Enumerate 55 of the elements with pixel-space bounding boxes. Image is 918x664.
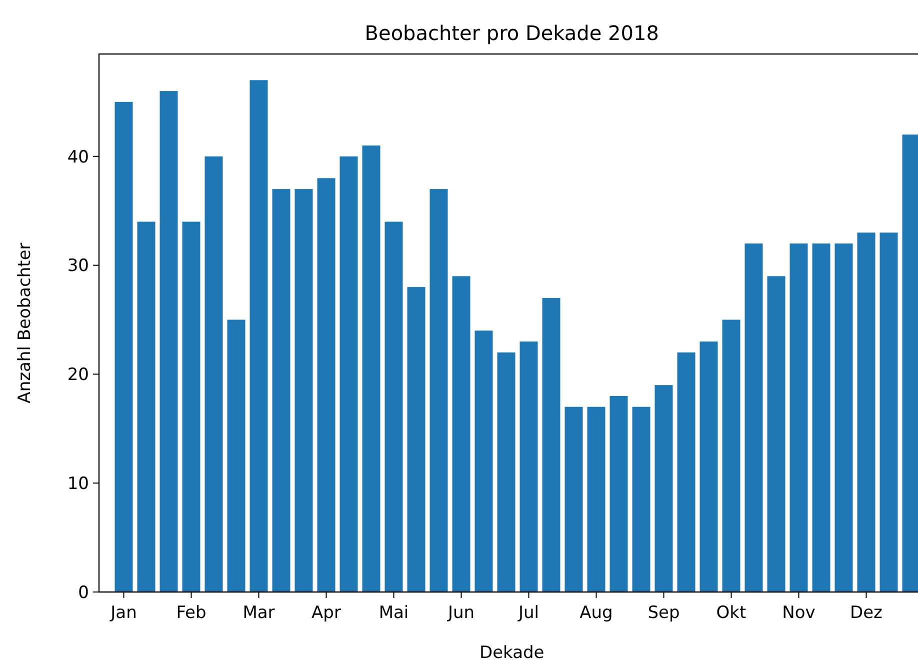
bar [294, 189, 313, 592]
bar [587, 406, 606, 592]
y-tick-label: 40 [67, 147, 89, 168]
chart-title: Beobachter pro Dekade 2018 [364, 21, 659, 45]
y-axis-title: Anzahl Beobachter [15, 242, 35, 404]
y-tick-label: 0 [78, 582, 89, 603]
y-tick-label: 20 [67, 365, 89, 386]
y-tick-label: 10 [67, 474, 89, 494]
bar [340, 156, 358, 592]
bar [812, 244, 830, 592]
x-tick-label: Nov [782, 603, 816, 623]
x-tick-label: Feb [176, 603, 206, 623]
bar [182, 222, 200, 592]
x-tick-label: Aug [580, 603, 613, 623]
bar [384, 222, 403, 592]
y-tick-label: 30 [67, 256, 89, 276]
bar [497, 352, 516, 592]
bar [880, 232, 898, 592]
bar [137, 222, 156, 592]
x-tick-label: Jul [517, 603, 540, 623]
bar [744, 244, 763, 592]
bar [227, 320, 246, 592]
bar [610, 396, 628, 592]
bar [362, 145, 380, 592]
bar [767, 276, 786, 592]
x-tick-label: Jun [446, 603, 475, 623]
bar [430, 189, 448, 592]
x-tick-label: Apr [312, 603, 341, 623]
bar [407, 287, 426, 592]
x-tick-label: Mai [378, 603, 409, 623]
bar [834, 244, 853, 592]
bar [474, 330, 493, 592]
bar [722, 320, 740, 592]
bar [564, 406, 583, 592]
x-tick-label: Okt [716, 603, 747, 623]
bar [632, 406, 650, 592]
bar [114, 102, 133, 592]
bar [160, 91, 178, 592]
bar [272, 189, 290, 592]
bar [700, 342, 718, 592]
bar [542, 298, 560, 592]
bar [790, 244, 808, 592]
x-tick-label: Dez [850, 603, 883, 623]
bar [452, 276, 470, 592]
x-tick-label: Mar [242, 603, 275, 623]
bar [654, 385, 673, 592]
bar [857, 232, 876, 592]
bar [677, 352, 696, 592]
x-tick-label: Sep [648, 603, 680, 623]
x-axis-title: Dekade [479, 643, 544, 663]
bar [250, 80, 268, 592]
bar [317, 178, 336, 592]
bar [204, 156, 223, 592]
x-tick-label: Jan [110, 603, 137, 623]
bar [520, 342, 538, 592]
